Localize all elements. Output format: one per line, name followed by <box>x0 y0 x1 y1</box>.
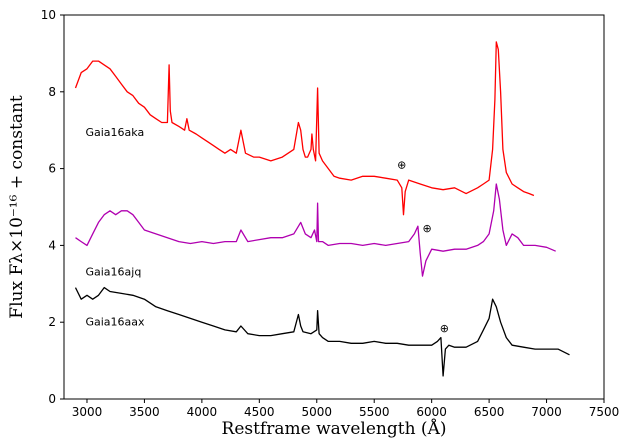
x-tick-label: 5500 <box>359 405 390 419</box>
x-tick-label: 4000 <box>187 405 218 419</box>
y-tick-label: 8 <box>48 85 56 99</box>
y-tick-label: 2 <box>48 315 56 329</box>
x-axis-label: Restframe wavelength (Å) <box>222 418 447 439</box>
x-tick-label: 4500 <box>244 405 275 419</box>
series-line-gaia16aax <box>74 286 570 377</box>
series-label: Gaia16ajq <box>85 266 141 279</box>
plot-frame <box>63 14 605 400</box>
y-axis-label: Flux Fλ×10⁻¹⁶ + constant <box>7 95 27 319</box>
y-tick-label: 10 <box>41 8 56 22</box>
y-tick-label: 0 <box>48 392 56 406</box>
series-line-gaia16ajq <box>75 183 556 277</box>
y-tick-label: 4 <box>48 238 56 252</box>
plot-area: Gaia16aka Gaia16ajq Gaia16aax ⊕ ⊕ ⊕ <box>74 41 570 377</box>
x-axis: 3000 3500 4000 4500 5000 5500 6000 6500 7000 7500 <box>72 399 620 419</box>
series-label: Gaia16aax <box>85 316 145 329</box>
x-tick-label: 3500 <box>129 405 160 419</box>
x-tick-label: 6500 <box>474 405 505 419</box>
series-label: Gaia16aka <box>85 126 144 139</box>
x-tick-label: 7500 <box>589 405 620 419</box>
x-tick-label: 6000 <box>416 405 447 419</box>
y-tick-label: 6 <box>48 162 56 176</box>
telluric-marker: ⊕ <box>440 322 449 335</box>
telluric-marker: ⊕ <box>422 222 431 235</box>
x-tick-label: 7000 <box>531 405 562 419</box>
series-line-gaia16aka <box>74 41 535 216</box>
x-tick-label: 3000 <box>72 405 103 419</box>
telluric-marker: ⊕ <box>397 159 406 172</box>
x-tick-label: 5000 <box>301 405 332 419</box>
y-axis: 0 2 4 6 8 10 <box>41 8 64 406</box>
